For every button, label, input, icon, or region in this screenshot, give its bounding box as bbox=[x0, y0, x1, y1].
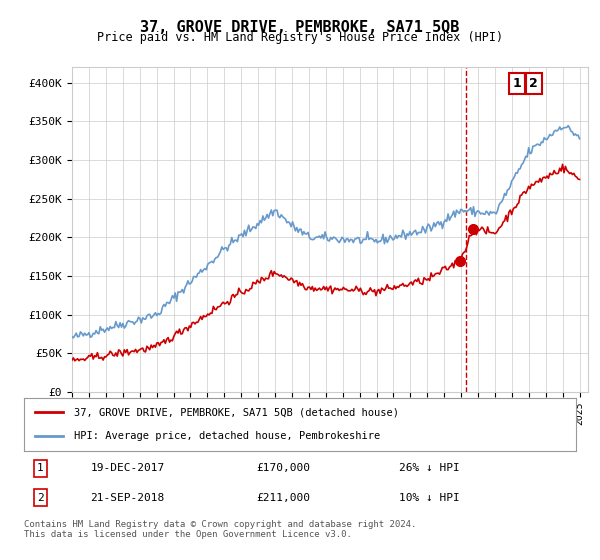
Text: 1: 1 bbox=[512, 77, 521, 90]
Text: 2: 2 bbox=[37, 493, 44, 503]
Text: Price paid vs. HM Land Registry's House Price Index (HPI): Price paid vs. HM Land Registry's House … bbox=[97, 31, 503, 44]
Text: 10% ↓ HPI: 10% ↓ HPI bbox=[400, 493, 460, 503]
Text: 2: 2 bbox=[529, 77, 538, 90]
Text: £211,000: £211,000 bbox=[256, 493, 310, 503]
Text: 37, GROVE DRIVE, PEMBROKE, SA71 5QB: 37, GROVE DRIVE, PEMBROKE, SA71 5QB bbox=[140, 20, 460, 35]
Text: £170,000: £170,000 bbox=[256, 463, 310, 473]
Text: Contains HM Land Registry data © Crown copyright and database right 2024.
This d: Contains HM Land Registry data © Crown c… bbox=[24, 520, 416, 539]
Text: 37, GROVE DRIVE, PEMBROKE, SA71 5QB (detached house): 37, GROVE DRIVE, PEMBROKE, SA71 5QB (det… bbox=[74, 408, 398, 418]
Text: HPI: Average price, detached house, Pembrokeshire: HPI: Average price, detached house, Pemb… bbox=[74, 431, 380, 441]
Text: 26% ↓ HPI: 26% ↓ HPI bbox=[400, 463, 460, 473]
Text: 19-DEC-2017: 19-DEC-2017 bbox=[90, 463, 164, 473]
Text: 1: 1 bbox=[37, 463, 44, 473]
Text: 21-SEP-2018: 21-SEP-2018 bbox=[90, 493, 164, 503]
